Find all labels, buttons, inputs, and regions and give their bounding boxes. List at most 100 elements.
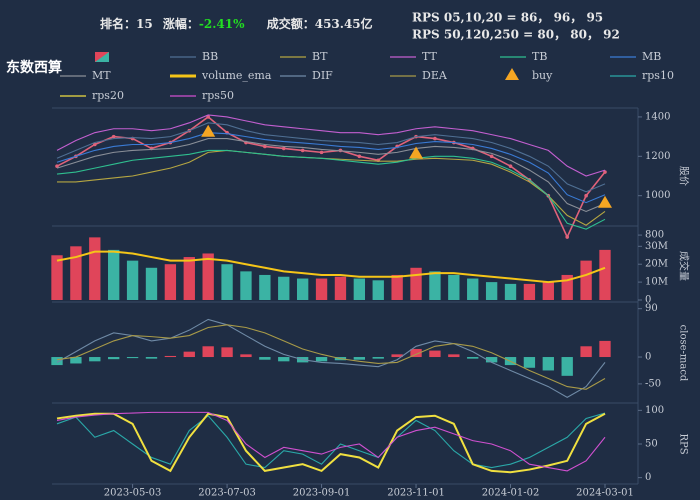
bar	[561, 274, 573, 300]
legend-label: BB	[202, 50, 218, 63]
bar	[221, 264, 233, 300]
price-point	[508, 164, 513, 168]
bar	[599, 340, 611, 358]
bar	[580, 260, 592, 300]
rank-label: 排名：	[100, 16, 136, 31]
legend-label: MT	[92, 69, 111, 82]
bar	[448, 274, 460, 300]
x-tick-label: 2024-03-01	[576, 488, 634, 499]
y-tick-label: 0	[645, 472, 651, 483]
bar	[542, 357, 554, 371]
line	[56, 412, 606, 474]
bar	[523, 283, 536, 300]
bar	[561, 357, 573, 376]
line	[56, 115, 606, 239]
bar	[448, 354, 460, 358]
legend-label: BT	[312, 50, 328, 63]
y-axis-label: 成交量	[678, 251, 691, 281]
y-tick-label: 800	[645, 230, 664, 241]
bar	[202, 253, 214, 300]
price-point	[357, 154, 362, 159]
y-tick-label: 1400	[645, 111, 670, 122]
price-point	[433, 136, 437, 141]
price-point	[584, 193, 588, 198]
y-tick-label: -50	[645, 378, 661, 389]
bar	[145, 267, 158, 300]
bar	[89, 237, 101, 300]
bar	[391, 354, 403, 358]
bar	[334, 276, 347, 300]
line	[56, 149, 606, 230]
buy-marker	[201, 124, 216, 137]
line	[56, 411, 606, 472]
rps-long: RPS 50,120,250 = 80， 80， 92	[412, 28, 620, 42]
turnover-label: 成交额：	[267, 16, 315, 31]
bar	[429, 350, 441, 358]
price-point	[263, 144, 267, 149]
turnover: 453.45亿	[315, 16, 373, 31]
bar	[126, 357, 139, 359]
y-tick-label: 1000	[645, 190, 670, 201]
legend-label: DEA	[422, 69, 448, 82]
x-tick-label: 2023-05-03	[104, 488, 162, 499]
bar	[315, 278, 328, 300]
bar	[467, 278, 479, 300]
y-tick-label: 50	[645, 439, 658, 450]
bar	[221, 347, 233, 358]
bar	[315, 357, 328, 362]
change-label: 涨幅：	[163, 16, 199, 31]
legend-label: rps10	[642, 69, 674, 82]
bar	[391, 274, 403, 300]
x-tick-label: 2023-09-01	[293, 488, 351, 499]
x-tick-label: 2023-11-01	[387, 488, 445, 499]
bar	[240, 354, 252, 358]
bar	[372, 357, 384, 359]
price-point	[206, 115, 210, 119]
header-stats: 排名：15 涨幅：-2.41% 成交额：453.45亿	[100, 16, 373, 31]
bar	[70, 246, 82, 300]
bar	[108, 357, 120, 360]
bar	[410, 348, 422, 358]
price-point	[111, 134, 116, 139]
legend-swatch	[505, 68, 519, 80]
price-point	[489, 154, 494, 159]
bar	[485, 357, 498, 363]
legend-label: TT	[422, 50, 438, 63]
bar	[70, 357, 82, 364]
bar	[542, 282, 554, 300]
price-point	[92, 142, 97, 147]
bar	[599, 249, 611, 300]
y-tick-label: 100	[645, 405, 664, 416]
bar	[504, 283, 517, 300]
bar	[126, 260, 139, 300]
bar	[296, 278, 309, 300]
buy-marker	[598, 195, 612, 208]
price-point	[300, 148, 305, 153]
line	[56, 132, 606, 204]
rps-short: RPS 05,10,20 = 86， 96， 95	[412, 11, 603, 25]
bar	[164, 264, 177, 300]
y-axis-label: close-macd	[678, 325, 689, 382]
change: -2.41%	[199, 17, 245, 31]
legend-label: DIF	[312, 69, 333, 82]
bar	[429, 271, 441, 300]
bar	[51, 357, 63, 366]
bar	[467, 357, 479, 359]
y-axis-label: 股价	[678, 166, 690, 186]
chart-title: 东数西算	[6, 59, 62, 76]
rank: 15	[136, 17, 153, 31]
buy-marker	[409, 146, 424, 159]
bar	[89, 357, 101, 362]
legend-label: buy	[532, 69, 553, 82]
legend-label: volume_ema	[201, 69, 272, 82]
price-point	[319, 150, 324, 155]
bar	[485, 282, 498, 300]
bar	[278, 357, 290, 362]
bar	[183, 351, 195, 358]
y-tick-label: 0	[645, 352, 651, 363]
legend-label: rps50	[202, 89, 234, 102]
y-tick-label: 90	[645, 303, 658, 314]
bar	[183, 257, 195, 300]
panel-frames	[52, 107, 639, 485]
